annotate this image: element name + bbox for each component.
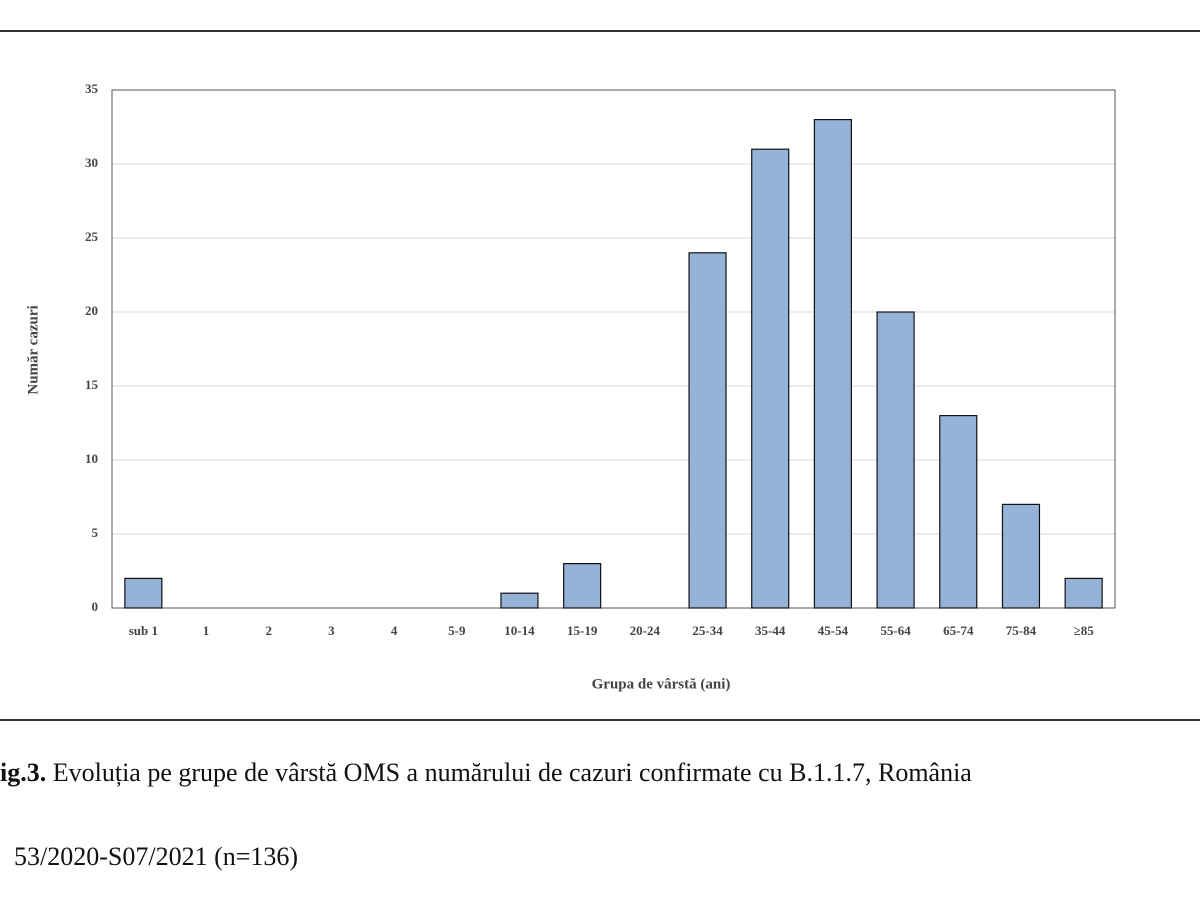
bar (124, 577, 163, 609)
y-tick-label: 30 (85, 155, 98, 170)
bar (1001, 503, 1041, 609)
caption-text: Evoluția pe grupe de vârstă OMS a număru… (52, 758, 972, 787)
x-tick-label: 55-64 (880, 623, 911, 638)
x-tick-label: 20-24 (630, 623, 661, 638)
x-tick-label: 3 (328, 623, 335, 638)
y-tick-label: 5 (92, 525, 99, 540)
y-tick-label: 15 (85, 377, 99, 392)
bar (563, 562, 602, 609)
y-tick-label: 0 (92, 599, 99, 614)
bar (688, 252, 727, 609)
y-tick-label: 10 (85, 451, 98, 466)
x-tick-label: 4 (391, 623, 398, 638)
bar (813, 118, 852, 609)
x-tick-label: 25-34 (692, 623, 723, 638)
x-tick-label: ≥85 (1074, 623, 1095, 638)
x-tick-label: 75-84 (1006, 623, 1037, 638)
caption-line-1: ig.3. Evoluția pe grupe de vârstă OMS a … (0, 758, 1200, 788)
bar (876, 311, 915, 609)
caption-label: ig.3. (0, 758, 47, 787)
y-tick-label: 20 (85, 303, 98, 318)
x-tick-label: 15-19 (567, 623, 598, 638)
x-tick-label: 2 (265, 623, 272, 638)
bar (751, 148, 790, 609)
x-tick-label: 5-9 (448, 623, 466, 638)
x-tick-label: 10-14 (504, 623, 535, 638)
bar (1064, 577, 1103, 609)
x-tick-label: 65-74 (943, 623, 974, 638)
plot-frame (111, 89, 1116, 609)
chart: Număr cazuri Grupa de vârstă (ani) 0 5 10 1… (0, 30, 1200, 721)
x-axis-title: Grupa de vârstă (ani) (592, 676, 731, 692)
bar (500, 592, 539, 609)
x-tick-label: 45-54 (818, 623, 849, 638)
x-tick-label: sub 1 (129, 623, 158, 638)
bar (939, 415, 978, 609)
x-tick-label: 1 (203, 623, 210, 638)
y-tick-label: 35 (85, 81, 99, 96)
y-axis-title: Număr cazuri (25, 305, 41, 394)
x-tick-label: 35-44 (755, 623, 786, 638)
y-tick-label: 25 (85, 229, 99, 244)
caption-line-2: 53/2020-S07/2021 (n=136) (14, 842, 299, 871)
